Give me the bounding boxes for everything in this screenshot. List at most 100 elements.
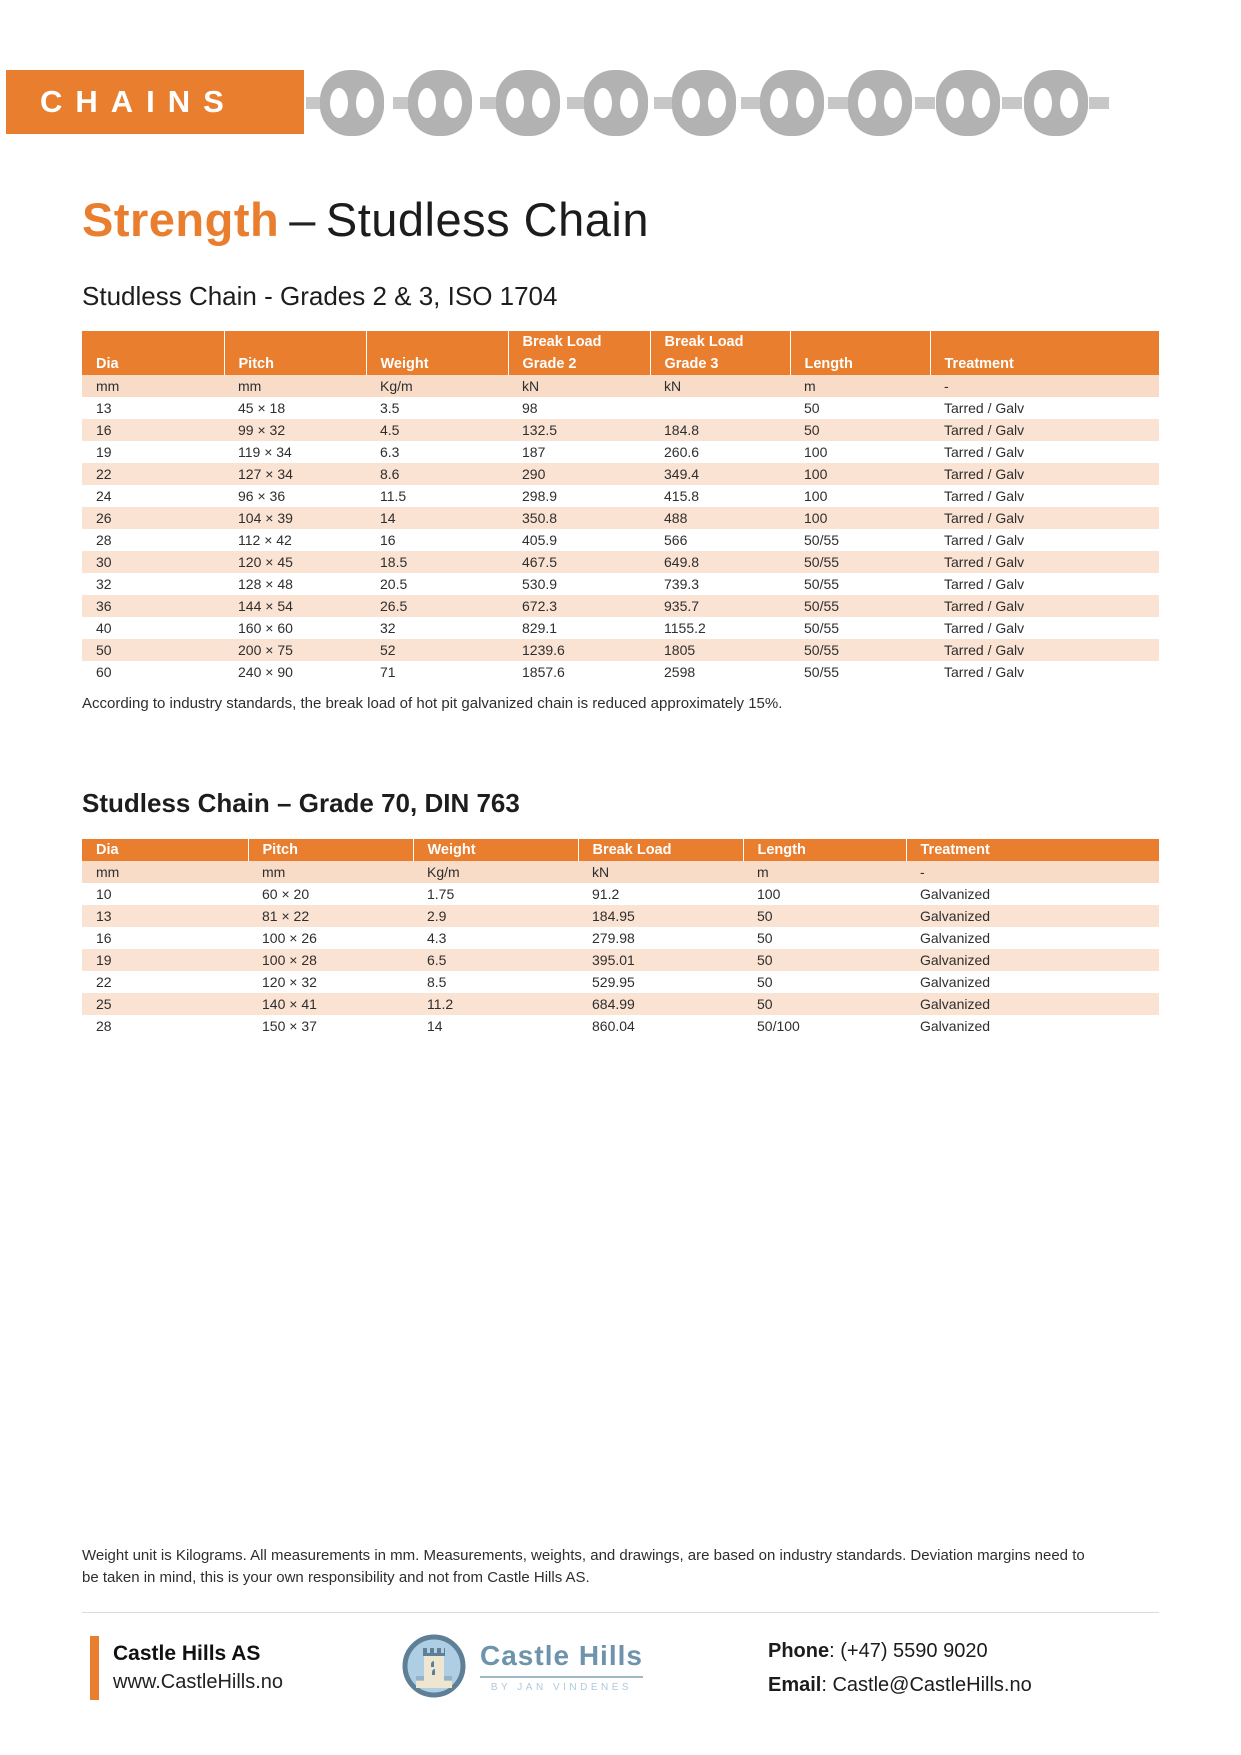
data-row: 25 140 × 41 11.2 684.99 50 Galvanized	[82, 993, 1159, 1015]
group-header-cell: Break Load	[507, 331, 650, 353]
data-cell: 30	[96, 554, 112, 570]
data-cell: 19	[96, 952, 112, 968]
units-cell: mm	[262, 864, 286, 880]
data-cell: 25	[96, 996, 112, 1012]
units-cell: kN	[592, 864, 610, 880]
units-row: mm mm Kg/m kN m -	[82, 861, 1159, 883]
column-header-cell: Length	[742, 839, 906, 861]
studless-grades-2-3-table: Break Load Break Load Dia Pitch Weight Grade …	[82, 331, 1159, 683]
data-cell: 50/55	[804, 532, 840, 548]
column-header-cell: Treatment	[929, 353, 1159, 375]
footer-logo-block: Castle Hills BY JAN VINDENES	[402, 1634, 643, 1698]
section-heading-iso1704: Studless Chain - Grades 2 & 3, ISO 1704	[82, 281, 558, 311]
data-row: 50 200 × 75 52 1239.6 1805 50/55 Tarred / Galv	[82, 639, 1159, 661]
data-cell: 22	[96, 466, 112, 482]
footer-website-link[interactable]: www.CastleHills.no	[113, 1671, 284, 1693]
data-cell: Tarred / Galv	[944, 620, 1025, 636]
data-cell: 50	[757, 974, 773, 990]
data-cell: 829.1	[522, 620, 558, 636]
units-cell: -	[920, 864, 925, 880]
data-cell: 2598	[664, 664, 696, 680]
data-cell: 184.8	[664, 422, 700, 438]
data-cell: 488	[664, 510, 688, 526]
data-cell: 22	[96, 974, 112, 990]
data-cell: 100 × 28	[262, 952, 317, 968]
data-cell: 71	[380, 664, 396, 680]
data-cell: 13	[96, 400, 112, 416]
data-cell: 60	[96, 664, 112, 680]
data-cell: 50/55	[804, 620, 840, 636]
units-cell: Kg/m	[427, 864, 460, 880]
column-header-cell: Treatment	[905, 839, 1159, 861]
data-cell: 28	[96, 532, 112, 548]
data-cell: 50/55	[804, 642, 840, 658]
data-cell: 50	[757, 930, 773, 946]
footer-email-line: Email: Castle@CastleHills.no	[768, 1668, 1032, 1702]
units-row: mm mm Kg/m kN kN m -	[82, 375, 1159, 397]
data-row: 16 100 × 26 4.3 279.98 50 Galvanized	[82, 927, 1159, 949]
data-cell: Galvanized	[920, 952, 991, 968]
units-cell: Kg/m	[380, 378, 413, 394]
data-cell: 10	[96, 886, 112, 902]
footer-contact-block: Phone: (+47) 5590 9020 Email: Castle@Cas…	[768, 1634, 1032, 1702]
data-cell: 50	[757, 952, 773, 968]
data-cell: 45 × 18	[238, 400, 286, 416]
units-cell: kN	[522, 378, 540, 394]
data-cell: 99 × 32	[238, 422, 286, 438]
data-cell: 467.5	[522, 554, 558, 570]
data-row: 19 100 × 28 6.5 395.01 50 Galvanized	[82, 949, 1159, 971]
data-cell: 415.8	[664, 488, 700, 504]
data-row: 10 60 × 20 1.75 91.2 100 Galvanized	[82, 883, 1159, 905]
data-cell: 8.6	[380, 466, 400, 482]
data-cell: 4.3	[427, 930, 447, 946]
data-cell: Tarred / Galv	[944, 532, 1025, 548]
table1-block: Break Load Break Load Dia Pitch Weight Grade …	[82, 331, 1159, 712]
group-header-cell	[929, 331, 1159, 353]
column-header-cell: Grade 2	[507, 353, 650, 375]
data-row: 28 112 × 42 16 405.9 566 50/55 Tarred / Galv	[82, 529, 1159, 551]
data-cell: 290	[522, 466, 546, 482]
data-cell: Tarred / Galv	[944, 422, 1025, 438]
data-cell: 120 × 32	[262, 974, 317, 990]
column-header-cell: Dia	[82, 353, 224, 375]
units-cell: mm	[238, 378, 262, 394]
footer-company-block: Castle Hills AS www.CastleHills.no	[90, 1636, 283, 1700]
data-cell: Tarred / Galv	[944, 664, 1025, 680]
column-header-cell: Pitch	[247, 839, 413, 861]
data-cell: 50/55	[804, 554, 840, 570]
units-cell: m	[757, 864, 769, 880]
data-cell: 860.04	[592, 1018, 635, 1034]
data-cell: 16	[96, 422, 112, 438]
units-cell: m	[804, 378, 816, 394]
footer: Castle Hills AS www.CastleHills.no Castl…	[0, 1628, 1241, 1738]
data-cell: 739.3	[664, 576, 700, 592]
data-row: 13 45 × 18 3.5 98 50 Tarred / Galv	[82, 397, 1159, 419]
column-header-cell: Weight	[412, 839, 578, 861]
data-cell: 50/100	[757, 1018, 800, 1034]
data-cell: 127 × 34	[238, 466, 293, 482]
email-value[interactable]: : Castle@CastleHills.no	[821, 1674, 1032, 1696]
data-cell: 50	[757, 908, 773, 924]
column-header-cell: Weight	[365, 353, 508, 375]
castle-logo-icon	[402, 1634, 466, 1698]
data-cell: 298.9	[522, 488, 558, 504]
units-cell: kN	[664, 378, 682, 394]
data-cell: 8.5	[427, 974, 447, 990]
data-cell: 13	[96, 908, 112, 924]
data-cell: Tarred / Galv	[944, 400, 1025, 416]
data-cell: 649.8	[664, 554, 700, 570]
footer-logo-subtext: BY JAN VINDENES	[490, 1681, 633, 1693]
data-row: 16 99 × 32 4.5 132.5 184.8 50 Tarred / Galv	[82, 419, 1159, 441]
column-header-row: Dia Pitch Weight Grade 2 Grade 3 Length Treatm…	[82, 353, 1159, 375]
phone-label: Phone	[768, 1640, 830, 1662]
data-row: 40 160 × 60 32 829.1 1155.2 50/55 Tarred / Gal…	[82, 617, 1159, 639]
group-header-cell: Break Load	[649, 331, 790, 353]
column-header-cell: Break Load	[577, 839, 743, 861]
data-cell: 50	[804, 422, 820, 438]
footer-logo-text: Castle Hills	[480, 1640, 643, 1678]
column-header-cell: Pitch	[223, 353, 366, 375]
data-cell: 60 × 20	[262, 886, 310, 902]
group-header-cell	[365, 331, 508, 353]
data-cell: 200 × 75	[238, 642, 293, 658]
section-heading-din763: Studless Chain – Grade 70, DIN 763	[82, 788, 520, 818]
